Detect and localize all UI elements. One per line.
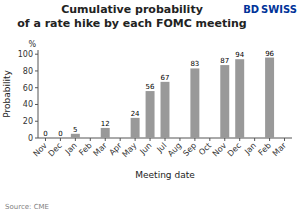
x-tick-label: Feb — [77, 141, 93, 157]
y-tick-label: 80 — [23, 67, 33, 76]
x-tick-label: Feb — [257, 141, 273, 157]
y-tick — [35, 138, 38, 139]
x-tick-label: Mar — [92, 141, 110, 159]
chart: Cumulative probabilityof a rate hike by … — [0, 0, 300, 214]
y-tick-label: 0 — [28, 134, 33, 143]
bar — [146, 91, 155, 138]
x-tick-label: Aug — [166, 141, 183, 158]
data-label: 0 — [58, 130, 62, 138]
x-tick-label: Mar — [271, 141, 289, 159]
x-tick — [60, 138, 61, 141]
x-tick — [179, 138, 180, 141]
y-axis-label: Probability — [2, 70, 12, 118]
y-tick — [35, 54, 38, 55]
x-tick-label: Nov — [211, 141, 229, 159]
bar — [190, 68, 199, 138]
x-tick-label: Dec — [226, 141, 243, 158]
x-tick-label: Dec — [47, 141, 64, 158]
x-tick — [45, 138, 46, 141]
data-label: 94 — [235, 51, 244, 59]
bar — [265, 58, 274, 138]
x-tick — [284, 138, 285, 141]
x-tick — [209, 138, 210, 141]
x-tick-label: May — [120, 141, 138, 159]
data-label: 96 — [265, 50, 274, 58]
x-tick-label: Jun — [138, 141, 154, 157]
data-label: 5 — [73, 126, 77, 134]
x-tick — [269, 138, 270, 141]
x-tick — [90, 138, 91, 141]
unit-label: % — [28, 40, 36, 49]
x-tick-label: Sep — [181, 141, 198, 158]
source: Source: CME — [5, 203, 49, 211]
data-label: 0 — [43, 130, 47, 138]
y-tick — [35, 104, 38, 105]
y-tick — [35, 121, 38, 122]
x-tick — [75, 138, 76, 141]
bars — [71, 58, 274, 138]
x-tick — [194, 138, 195, 141]
y-tick — [35, 87, 38, 88]
x-tick-label: Jan — [242, 141, 258, 157]
y-axis — [38, 50, 39, 138]
bar — [161, 82, 170, 138]
y-tick-label: 100 — [18, 50, 33, 59]
bar — [101, 128, 110, 138]
data-label: 83 — [190, 60, 199, 68]
x-tick-label: Oct — [197, 141, 213, 157]
bar — [235, 59, 244, 138]
x-axis-label: Meeting date — [135, 170, 195, 180]
x-tick — [165, 138, 166, 141]
x-tick — [239, 138, 240, 141]
data-label: 56 — [146, 83, 155, 91]
y-tick-label: 60 — [23, 84, 33, 93]
data-label: 67 — [161, 74, 170, 82]
x-tick-label: Jan — [63, 141, 79, 157]
data-label: 24 — [131, 110, 140, 118]
y-tick-label: 40 — [23, 100, 33, 109]
logo-text: BD — [243, 4, 259, 15]
x-tick-label: Nov — [31, 141, 49, 159]
x-tick — [120, 138, 121, 141]
data-label: 12 — [101, 120, 110, 128]
bar — [131, 118, 140, 138]
logo-text: SWISS — [261, 4, 297, 15]
data-label: 87 — [220, 57, 229, 65]
y-tick — [35, 70, 38, 71]
x-tick — [150, 138, 151, 141]
title: Cumulative probability — [61, 3, 203, 16]
subtitle: of a rate hike by each FOMC meeting — [17, 17, 247, 30]
y-tick-label: 20 — [23, 117, 33, 126]
x-tick — [254, 138, 255, 141]
x-tick — [135, 138, 136, 141]
x-tick — [105, 138, 106, 141]
bar — [71, 134, 80, 138]
x-tick — [224, 138, 225, 141]
bar — [220, 65, 229, 138]
